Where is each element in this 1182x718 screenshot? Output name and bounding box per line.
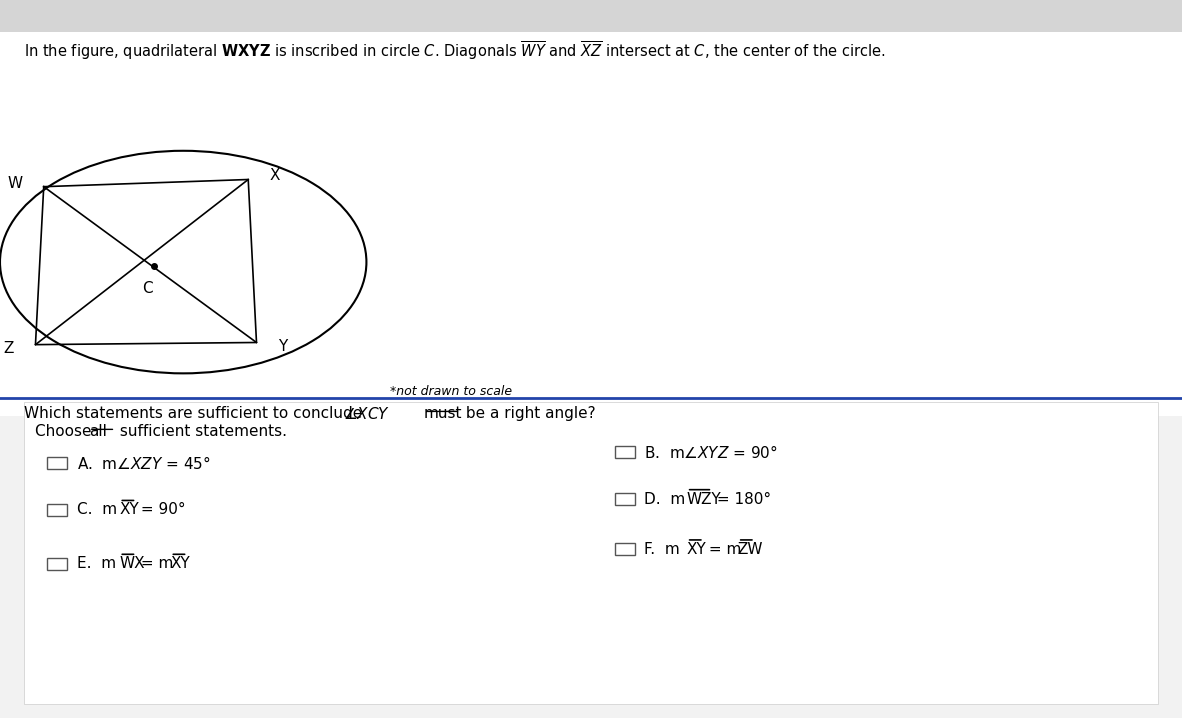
FancyBboxPatch shape — [24, 402, 1158, 704]
Bar — [47, 457, 67, 470]
Text: XY: XY — [119, 503, 139, 517]
Bar — [47, 504, 67, 516]
Text: X: X — [269, 169, 280, 183]
Text: F.  m: F. m — [644, 542, 680, 556]
Text: WX: WX — [119, 556, 145, 571]
Text: C.  m: C. m — [77, 503, 117, 517]
Text: A.  m$\angle XZY$ = 45°: A. m$\angle XZY$ = 45° — [77, 454, 210, 472]
Text: XY: XY — [687, 542, 707, 556]
Text: Choose: Choose — [35, 424, 97, 439]
Text: B.  m$\angle XYZ$ = 90°: B. m$\angle XYZ$ = 90° — [644, 444, 778, 461]
FancyBboxPatch shape — [0, 0, 1182, 32]
Text: Y: Y — [278, 339, 287, 353]
Text: sufficient statements.: sufficient statements. — [116, 424, 287, 439]
Text: WZY: WZY — [687, 492, 721, 506]
Text: D.  m: D. m — [644, 492, 686, 506]
Text: W: W — [7, 176, 22, 190]
Text: = m: = m — [136, 556, 174, 571]
Text: must: must — [424, 406, 462, 421]
Text: = 90°: = 90° — [136, 503, 186, 517]
Text: be a right angle?: be a right angle? — [461, 406, 596, 421]
Text: Which statements are sufficient to conclude: Which statements are sufficient to concl… — [24, 406, 366, 421]
Text: C: C — [143, 281, 152, 297]
Text: all: all — [89, 424, 106, 439]
Text: Z: Z — [4, 341, 14, 355]
Text: ZW: ZW — [738, 542, 764, 556]
Bar — [615, 446, 635, 458]
Text: *not drawn to scale: *not drawn to scale — [390, 385, 512, 398]
Text: XY: XY — [170, 556, 190, 571]
Bar — [615, 543, 635, 556]
Text: $\angle XCY$: $\angle XCY$ — [344, 406, 390, 421]
Text: = m: = m — [703, 542, 741, 556]
Bar — [47, 557, 67, 570]
Text: In the figure, quadrilateral $\mathbf{WXYZ}$ is inscribed in circle $C$. Diagona: In the figure, quadrilateral $\mathbf{WX… — [24, 39, 885, 62]
FancyBboxPatch shape — [0, 14, 1182, 416]
Bar — [615, 493, 635, 505]
Text: = 180°: = 180° — [713, 492, 772, 506]
Text: E.  m: E. m — [77, 556, 116, 571]
